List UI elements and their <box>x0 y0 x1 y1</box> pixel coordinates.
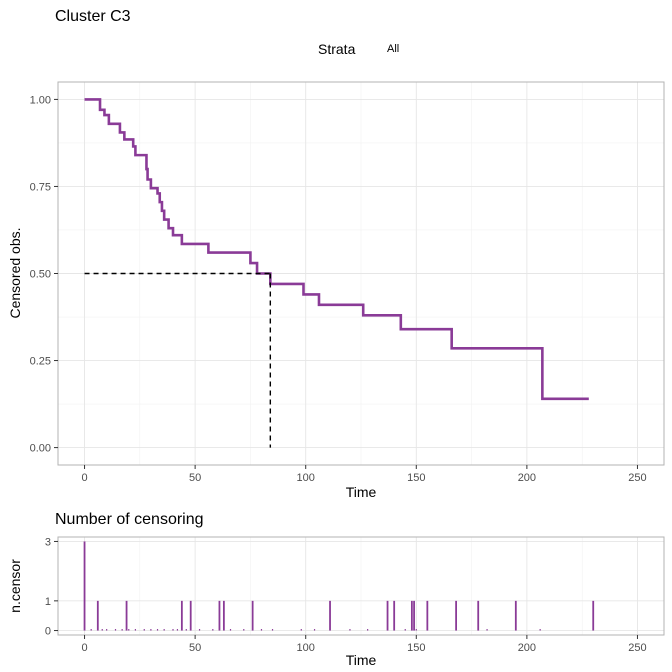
censor-x-tick-label: 100 <box>297 642 315 654</box>
chart-title: Cluster C3 <box>55 8 131 25</box>
survival-plot-panel: 0 50 100 150 200 250 0.00 0.25 0.50 0.75 1.00 <box>30 81 665 484</box>
survival-x-axis-label: Time <box>346 484 377 500</box>
censor-y-axis-label: n.censor <box>7 559 23 613</box>
censor-plot-border <box>57 536 665 636</box>
censor-x-tick-label: 150 <box>407 642 425 654</box>
censor-x-axis-label: Time <box>346 652 377 668</box>
survival-plot-grid <box>58 82 664 465</box>
censor-y-axis: 0 1 3 <box>45 536 58 638</box>
survival-plot-data <box>84 98 589 448</box>
censor-plot-panel: 0 50 100 150 200 250 0 1 3 <box>45 536 665 654</box>
censor-y-tick-label: 3 <box>45 536 51 548</box>
survival-x-axis: 0 50 100 150 200 250 <box>81 465 647 484</box>
survival-y-tick-label: 0.00 <box>30 443 51 455</box>
censor-x-tick-label: 200 <box>518 642 536 654</box>
survival-x-tick-label: 250 <box>628 472 646 484</box>
censor-x-tick-label: 50 <box>189 642 201 654</box>
survival-x-tick-label: 50 <box>189 472 201 484</box>
survival-y-axis: 0.00 0.25 0.50 0.75 1.00 <box>30 94 58 455</box>
survival-y-tick-label: 0.25 <box>30 356 51 368</box>
survival-y-axis-label: Censored obs. <box>7 227 23 318</box>
censor-y-tick-label: 0 <box>45 626 51 638</box>
survival-y-tick-label: 1.00 <box>30 94 51 106</box>
censor-x-tick-label: 0 <box>81 642 87 654</box>
censor-y-tick-label: 1 <box>45 596 51 608</box>
survival-x-tick-label: 0 <box>81 472 87 484</box>
censor-plot-title: Number of censoring <box>55 511 204 528</box>
censor-plot-grid <box>58 537 664 635</box>
survival-x-tick-label: 200 <box>518 472 536 484</box>
survival-y-tick-label: 0.75 <box>30 181 51 193</box>
survival-y-tick-label: 0.50 <box>30 269 51 281</box>
survival-x-tick-label: 100 <box>297 472 315 484</box>
censor-x-tick-label: 250 <box>628 642 646 654</box>
survival-x-tick-label: 150 <box>407 472 425 484</box>
legend: Strata All <box>318 41 399 57</box>
survival-curve-all <box>84 98 589 401</box>
censor-plot-data <box>83 541 595 631</box>
censor-x-axis: 0 50 100 150 200 250 <box>81 635 647 654</box>
legend-item-all: All <box>387 43 399 55</box>
legend-title: Strata <box>318 41 356 57</box>
